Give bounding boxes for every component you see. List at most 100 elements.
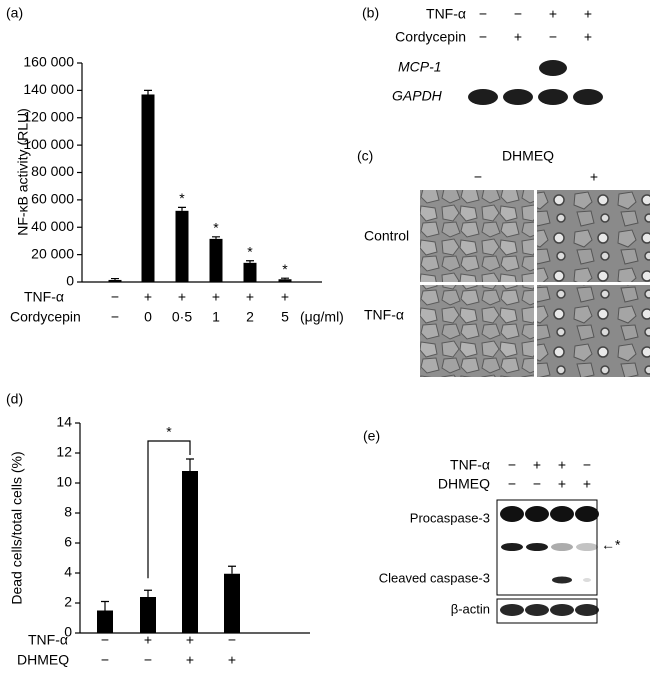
condition-value: − — [228, 632, 236, 648]
micrograph — [537, 285, 650, 377]
condition-value: + — [144, 289, 152, 305]
condition-value: 2 — [246, 309, 254, 325]
band — [468, 89, 498, 105]
y-tick-label: 0 — [66, 273, 74, 289]
condition-value: − — [111, 289, 119, 305]
band — [503, 89, 533, 105]
error-bar — [212, 236, 220, 239]
treatment-label: DHMEQ — [502, 148, 554, 164]
error-bar — [144, 589, 152, 597]
micrograph — [537, 190, 650, 282]
band — [500, 604, 524, 616]
y-tick-label: 2 — [64, 594, 72, 610]
band — [552, 576, 572, 584]
error-bar — [228, 565, 236, 574]
condition-name: TNF-α — [450, 457, 490, 473]
band — [525, 604, 549, 616]
y-axis-label: NF-κB activity (RLU) — [15, 108, 31, 236]
y-tick-label: 120 000 — [23, 108, 74, 124]
column-label: + — [590, 169, 598, 185]
significance-star: * — [282, 261, 288, 277]
unit-label: (μg/ml) — [300, 309, 344, 325]
band — [501, 543, 523, 551]
bar — [278, 279, 292, 282]
significance-star: * — [179, 190, 185, 206]
condition-value: + — [246, 289, 254, 305]
error-bar — [178, 206, 186, 211]
condition-name: DHMEQ — [17, 652, 69, 668]
panel-label: (d) — [6, 391, 23, 407]
condition-value: + — [144, 632, 152, 648]
condition-value: + — [558, 457, 566, 473]
micrograph — [420, 285, 534, 377]
panel-label: (a) — [6, 5, 23, 21]
gene-label: MCP-1 — [398, 59, 442, 75]
condition-value: − — [533, 476, 541, 492]
condition-name: Cordycepin — [10, 309, 81, 325]
bar — [97, 610, 113, 633]
band — [575, 506, 599, 522]
band — [550, 506, 574, 522]
y-tick-label: 80 000 — [31, 163, 74, 179]
condition-value: + — [584, 29, 592, 45]
blot-label: Procaspase-3 — [410, 510, 490, 525]
condition-name: TNF-α — [24, 289, 64, 305]
condition-name: Cordycepin — [395, 29, 466, 45]
band — [539, 60, 567, 76]
micrograph — [420, 190, 534, 282]
bar — [224, 573, 240, 633]
condition-value: − — [479, 29, 487, 45]
y-tick-label: 40 000 — [31, 218, 74, 234]
band — [550, 604, 574, 616]
blot-label: Cleaved caspase-3 — [379, 570, 490, 585]
condition-value: + — [584, 6, 592, 22]
y-tick-label: 12 — [56, 444, 72, 460]
significance-star: * — [247, 243, 253, 259]
band — [526, 543, 548, 551]
bar — [175, 210, 189, 282]
condition-value: − — [514, 6, 522, 22]
error-bar — [281, 277, 289, 280]
y-tick-label: 160 000 — [23, 54, 74, 70]
condition-value: + — [178, 289, 186, 305]
bar — [209, 238, 223, 282]
y-tick-label: 0 — [64, 624, 72, 640]
condition-value: − — [508, 457, 516, 473]
bar — [141, 94, 155, 282]
condition-name: TNF-α — [28, 632, 68, 648]
error-bar — [101, 600, 109, 611]
condition-value: + — [558, 476, 566, 492]
condition-value: + — [533, 457, 541, 473]
condition-name: DHMEQ — [438, 476, 490, 492]
error-bar — [144, 89, 152, 95]
panel-label: (b) — [362, 5, 379, 21]
band — [583, 578, 591, 582]
band — [576, 543, 598, 551]
y-tick-label: 100 000 — [23, 136, 74, 152]
condition-value: + — [212, 289, 220, 305]
significance-star: * — [213, 220, 219, 236]
error-bar — [111, 277, 119, 280]
band — [538, 89, 568, 105]
micrograph-grid — [420, 190, 650, 377]
condition-name: TNF-α — [426, 6, 466, 22]
y-axis-label: Dead cells/total cells (%) — [9, 451, 25, 604]
condition-value: − — [549, 29, 557, 45]
condition-value: 0 — [144, 309, 152, 325]
y-tick-label: 6 — [64, 534, 72, 550]
error-bar — [246, 260, 254, 263]
condition-value: + — [583, 476, 591, 492]
condition-value: − — [101, 632, 109, 648]
band — [500, 506, 524, 522]
condition-value: + — [186, 652, 194, 668]
condition-value: + — [514, 29, 522, 45]
panel-label: (e) — [363, 428, 380, 444]
condition-value: − — [144, 652, 152, 668]
condition-value: + — [186, 632, 194, 648]
condition-value: + — [549, 6, 557, 22]
band-marker: ←* — [601, 537, 621, 553]
band — [575, 604, 599, 616]
gene-label: GAPDH — [392, 88, 443, 104]
y-tick-label: 60 000 — [31, 191, 74, 207]
condition-value: − — [508, 476, 516, 492]
